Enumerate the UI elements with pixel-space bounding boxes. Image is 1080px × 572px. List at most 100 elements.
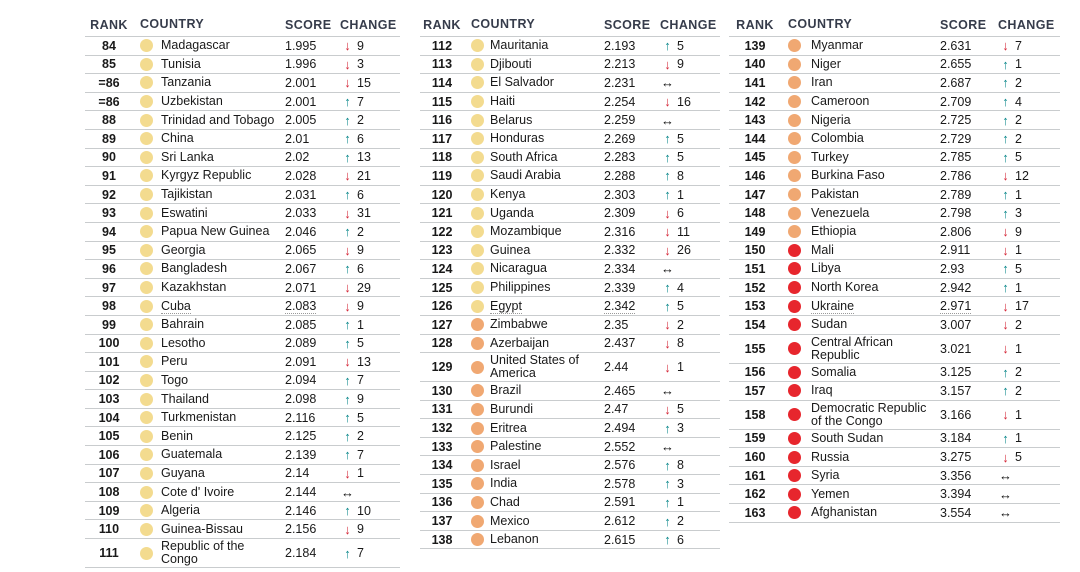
- score-value-text: 2.065: [285, 243, 317, 258]
- score-value: 2.631: [940, 39, 998, 53]
- up-arrow-icon: ↑: [1002, 112, 1009, 128]
- country-name-text: South Africa: [490, 149, 558, 164]
- change-cell: ↑ 1: [998, 188, 1060, 202]
- tier-dot-cell: [133, 243, 161, 257]
- score-value: 2.591: [604, 495, 660, 509]
- tier-dot-cell: [464, 402, 490, 416]
- table-row: 154 Sudan 3.007 ↓ 2: [729, 316, 1060, 335]
- up-arrow-icon: ↑: [664, 187, 671, 203]
- rank-cell: 139: [744, 38, 766, 53]
- change-cell: ↔: [660, 262, 720, 275]
- rank-cell: 144: [744, 131, 766, 146]
- change-value: 1: [1015, 341, 1022, 356]
- score-value-text: 2.139: [285, 447, 317, 462]
- score-value-text: 3.007: [940, 317, 972, 332]
- score-value-text: 2.911: [940, 243, 971, 258]
- score-value-text: 3.356: [940, 468, 972, 483]
- country-name: Uganda: [490, 205, 604, 220]
- rank-cell: 124: [431, 261, 453, 276]
- country-name-text: North Korea: [811, 280, 879, 295]
- change-cell: ↓ 17: [998, 299, 1060, 313]
- tier-dot-red-icon: [788, 506, 801, 520]
- tier-dot-cell: [464, 514, 490, 528]
- country-name: Peru: [161, 355, 285, 368]
- tier-dot-orange-icon: [471, 421, 484, 435]
- score-value: 2.001: [285, 76, 340, 90]
- score-value-text: 2.47: [604, 402, 629, 417]
- down-arrow-icon: ↓: [344, 38, 351, 54]
- change-value: 5: [677, 131, 684, 146]
- up-arrow-icon: ↑: [1002, 187, 1009, 203]
- country-name-text: Philippines: [490, 280, 551, 295]
- change-cell: ↓ 1: [660, 360, 720, 374]
- rank-cell: 159: [744, 431, 766, 446]
- tier-dot-red-icon: [788, 408, 801, 422]
- change-value: 9: [357, 299, 364, 314]
- change-cell: ↓ 11: [660, 225, 720, 239]
- rank-cell: 147: [744, 187, 766, 202]
- rank-cell: 98: [102, 299, 116, 314]
- change-cell: ↓ 9: [340, 522, 400, 536]
- tier-dot-cell: [781, 243, 811, 257]
- rank-cell: 120: [431, 187, 453, 202]
- tier-dot-yellow-icon: [140, 150, 153, 164]
- neutral-arrow-icon: ↔: [999, 505, 1012, 521]
- change-cell: ↑ 3: [998, 206, 1060, 220]
- table-row: 132 Eritrea 2.494 ↑ 3: [420, 419, 720, 438]
- score-value-text: 2.083: [285, 299, 317, 315]
- score-value: 2.93: [940, 262, 998, 276]
- table-row: 134 Israel 2.576 ↑ 8: [420, 456, 720, 476]
- tier-dot-orange-icon: [471, 458, 484, 472]
- change-value: 2: [357, 224, 364, 239]
- country-name: Sri Lanka: [161, 149, 285, 164]
- table-row: 111 Republic of the Congo 2.184 ↑ 7: [85, 539, 400, 569]
- score-value: 2.911: [940, 243, 998, 257]
- score-value: 2.725: [940, 113, 998, 127]
- change-value: 15: [357, 75, 371, 90]
- change-cell: ↑ 5: [340, 336, 400, 350]
- score-value: 2.028: [285, 169, 340, 183]
- score-value: 2.552: [604, 440, 660, 454]
- rank-cell: 160: [744, 450, 766, 465]
- country-name: Saudi Arabia: [490, 169, 604, 182]
- score-value-text: 2.552: [604, 439, 636, 454]
- country-name-text: Azerbaijan: [490, 335, 550, 350]
- tier-dot-orange-icon: [788, 150, 801, 164]
- country-name-text: Russia: [811, 449, 850, 464]
- score-value-text: 2.089: [285, 336, 317, 351]
- rank-cell: 95: [102, 243, 116, 258]
- table-row: 84 Madagascar 1.995 ↓ 9: [85, 37, 400, 56]
- up-arrow-icon: ↑: [1002, 149, 1009, 165]
- score-column-header: SCORE: [940, 17, 987, 32]
- score-value-text: 2.465: [604, 383, 636, 398]
- change-cell: ↓ 9: [660, 57, 720, 71]
- country-name: Uzbekistan: [161, 95, 285, 108]
- rank-cell: 143: [744, 113, 766, 128]
- table-row: 103 Thailand 2.098 ↑ 9: [85, 390, 400, 409]
- change-value: 5: [1015, 261, 1022, 276]
- change-cell: ↑ 2: [998, 113, 1060, 127]
- tier-dot-cell: [464, 495, 490, 509]
- up-arrow-icon: ↑: [664, 168, 671, 184]
- score-value: 2.14: [285, 466, 340, 480]
- country-name: Lebanon: [490, 533, 604, 546]
- rank-cell: 161: [744, 468, 766, 483]
- rank-cell: 127: [431, 317, 453, 332]
- country-name-text: Yemen: [811, 486, 850, 501]
- country-name: China: [161, 132, 285, 145]
- up-arrow-icon: ↑: [1002, 261, 1009, 277]
- country-name-text: Sri Lanka: [161, 149, 214, 164]
- table-row: 99 Bahrain 2.085 ↑ 1: [85, 316, 400, 335]
- change-value: 1: [1015, 57, 1022, 72]
- tier-dot-cell: [464, 39, 490, 53]
- score-value: 2.789: [940, 188, 998, 202]
- rank-cell: 135: [431, 476, 453, 491]
- change-value: 2: [1015, 383, 1022, 398]
- score-value: 2.089: [285, 336, 340, 350]
- table-row: 115 Haiti 2.254 ↓ 16: [420, 93, 720, 112]
- country-name-text: Cuba: [161, 298, 191, 314]
- up-arrow-icon: ↑: [664, 38, 671, 54]
- table-row: 94 Papua New Guinea 2.046 ↑ 2: [85, 223, 400, 242]
- country-name-text: Uganda: [490, 205, 534, 220]
- score-value-text: 2.213: [604, 57, 636, 72]
